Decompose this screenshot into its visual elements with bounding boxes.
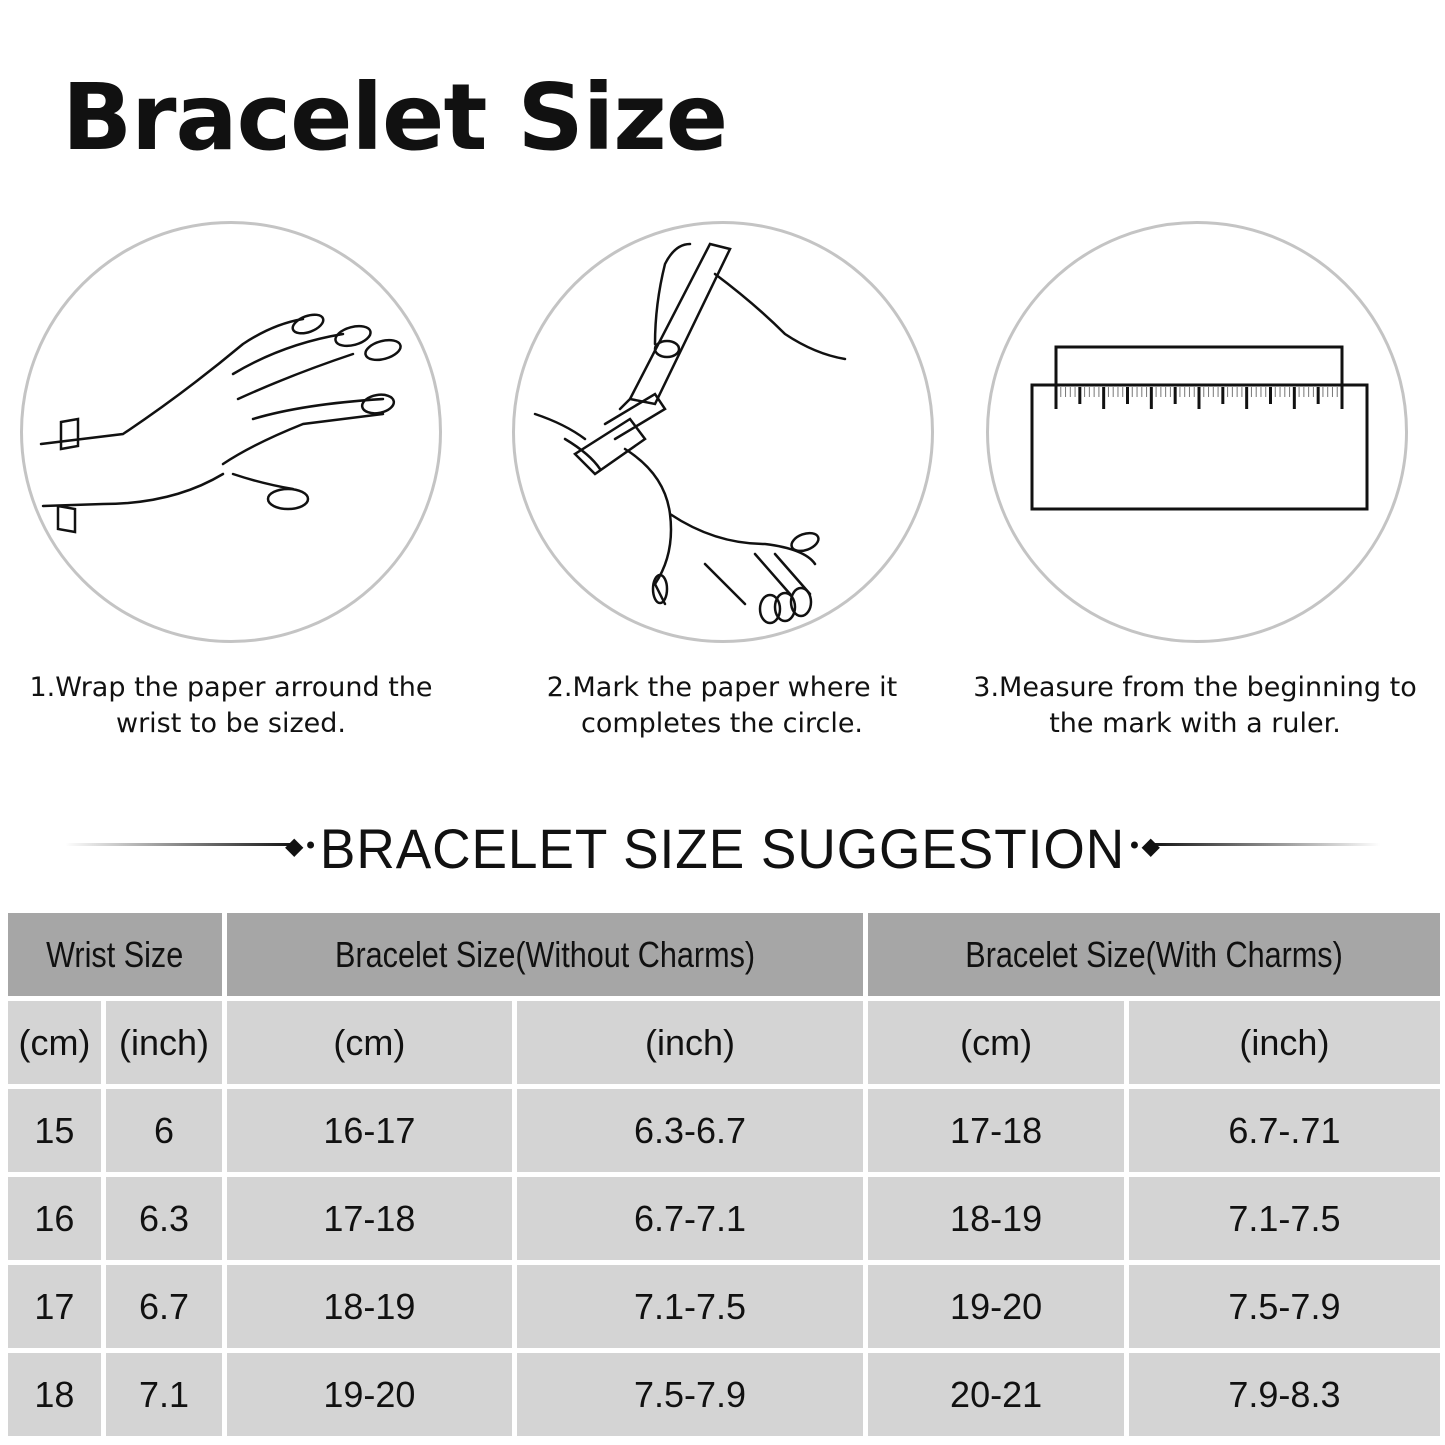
table-cell: 17-18: [227, 1177, 512, 1260]
step-3-line1: 3.Measure from the beginning to: [973, 672, 1417, 703]
table-cell: 7.1-7.5: [516, 1265, 864, 1348]
divider-left: [65, 843, 295, 846]
table-cell: 6.7-7.1: [516, 1177, 864, 1260]
step-2-line1: 2.Mark the paper where it: [546, 672, 898, 703]
group-header: Bracelet Size(Without Charms): [227, 913, 864, 996]
table-cell: 19-20: [868, 1265, 1124, 1348]
table-cell: 18: [8, 1353, 101, 1436]
group-header-row: Wrist Size Bracelet Size(Without Charms)…: [8, 913, 1440, 996]
section-title: BRACELET SIZE SUGGESTION: [319, 817, 1126, 880]
table-cell: 6: [105, 1089, 223, 1172]
size-table: Wrist Size Bracelet Size(Without Charms)…: [3, 908, 1445, 1441]
step-1-caption: 1.Wrap the paper arround the wrist to be…: [0, 670, 471, 742]
table-cell: (cm): [8, 1001, 101, 1084]
table-cell: 7.1: [105, 1353, 223, 1436]
table-cell: 7.5-7.9: [1128, 1265, 1440, 1348]
step-2-illustration: [512, 221, 934, 643]
hand-wrap-paper-icon: [39, 313, 402, 534]
section-header: ◆• BRACELET SIZE SUGGESTION •◆: [60, 810, 1385, 880]
table-cell: (inch): [516, 1001, 864, 1084]
table-cell: (cm): [227, 1001, 512, 1084]
page-title: Bracelet Size: [62, 64, 728, 171]
table-cell: 16: [8, 1177, 101, 1260]
group-header: Wrist Size: [8, 913, 223, 996]
step-3-line2: the mark with a ruler.: [1049, 708, 1341, 739]
group-label: Bracelet Size(Without Charms): [335, 933, 756, 975]
table-cell: 18-19: [227, 1265, 512, 1348]
table-row: 17 6.7 18-19 7.1-7.5 19-20 7.5-7.9: [8, 1265, 1440, 1348]
group-label: Wrist Size: [46, 933, 184, 975]
table-cell: 19-20: [227, 1353, 512, 1436]
table-cell: 7.5-7.9: [516, 1353, 864, 1436]
step-1-line2: wrist to be sized.: [115, 708, 346, 739]
table-cell: 17-18: [868, 1089, 1124, 1172]
table-cell: 6.7-.71: [1128, 1089, 1440, 1172]
table-cell: 7.1-7.5: [1128, 1177, 1440, 1260]
group-header: Bracelet Size(With Charms): [868, 913, 1440, 996]
table-cell: 6.3: [105, 1177, 223, 1260]
units-row: (cm) (inch) (cm) (inch) (cm) (inch): [8, 1001, 1440, 1084]
table-cell: 15: [8, 1089, 101, 1172]
table-cell: 17: [8, 1265, 101, 1348]
table-cell: (inch): [105, 1001, 223, 1084]
table-cell: (inch): [1128, 1001, 1440, 1084]
step-1-illustration: [20, 221, 442, 643]
ruler-icon: [1030, 345, 1369, 511]
table-row: 15 6 16-17 6.3-6.7 17-18 6.7-.71: [8, 1089, 1440, 1172]
table-row: 16 6.3 17-18 6.7-7.1 18-19 7.1-7.5: [8, 1177, 1440, 1260]
diamond-ornament-icon: •◆: [1127, 832, 1160, 860]
step-2-caption: 2.Mark the paper where it completes the …: [482, 670, 962, 742]
table-cell: 7.9-8.3: [1128, 1353, 1440, 1436]
step-3-illustration: [986, 221, 1408, 643]
table-cell: 20-21: [868, 1353, 1124, 1436]
hand-mark-pen-icon: [533, 242, 847, 625]
step-3-caption: 3.Measure from the beginning to the mark…: [955, 670, 1435, 742]
group-label: Bracelet Size(With Charms): [965, 933, 1343, 975]
table-cell: (cm): [868, 1001, 1124, 1084]
table-row: 18 7.1 19-20 7.5-7.9 20-21 7.9-8.3: [8, 1353, 1440, 1436]
table-cell: 18-19: [868, 1177, 1124, 1260]
divider-right: [1150, 843, 1380, 846]
table-cell: 16-17: [227, 1089, 512, 1172]
table-cell: 6.7: [105, 1265, 223, 1348]
diamond-ornament-icon: ◆•: [285, 832, 318, 860]
step-1-line1: 1.Wrap the paper arround the: [29, 672, 433, 703]
step-2-line2: completes the circle.: [580, 708, 864, 739]
table-cell: 6.3-6.7: [516, 1089, 864, 1172]
